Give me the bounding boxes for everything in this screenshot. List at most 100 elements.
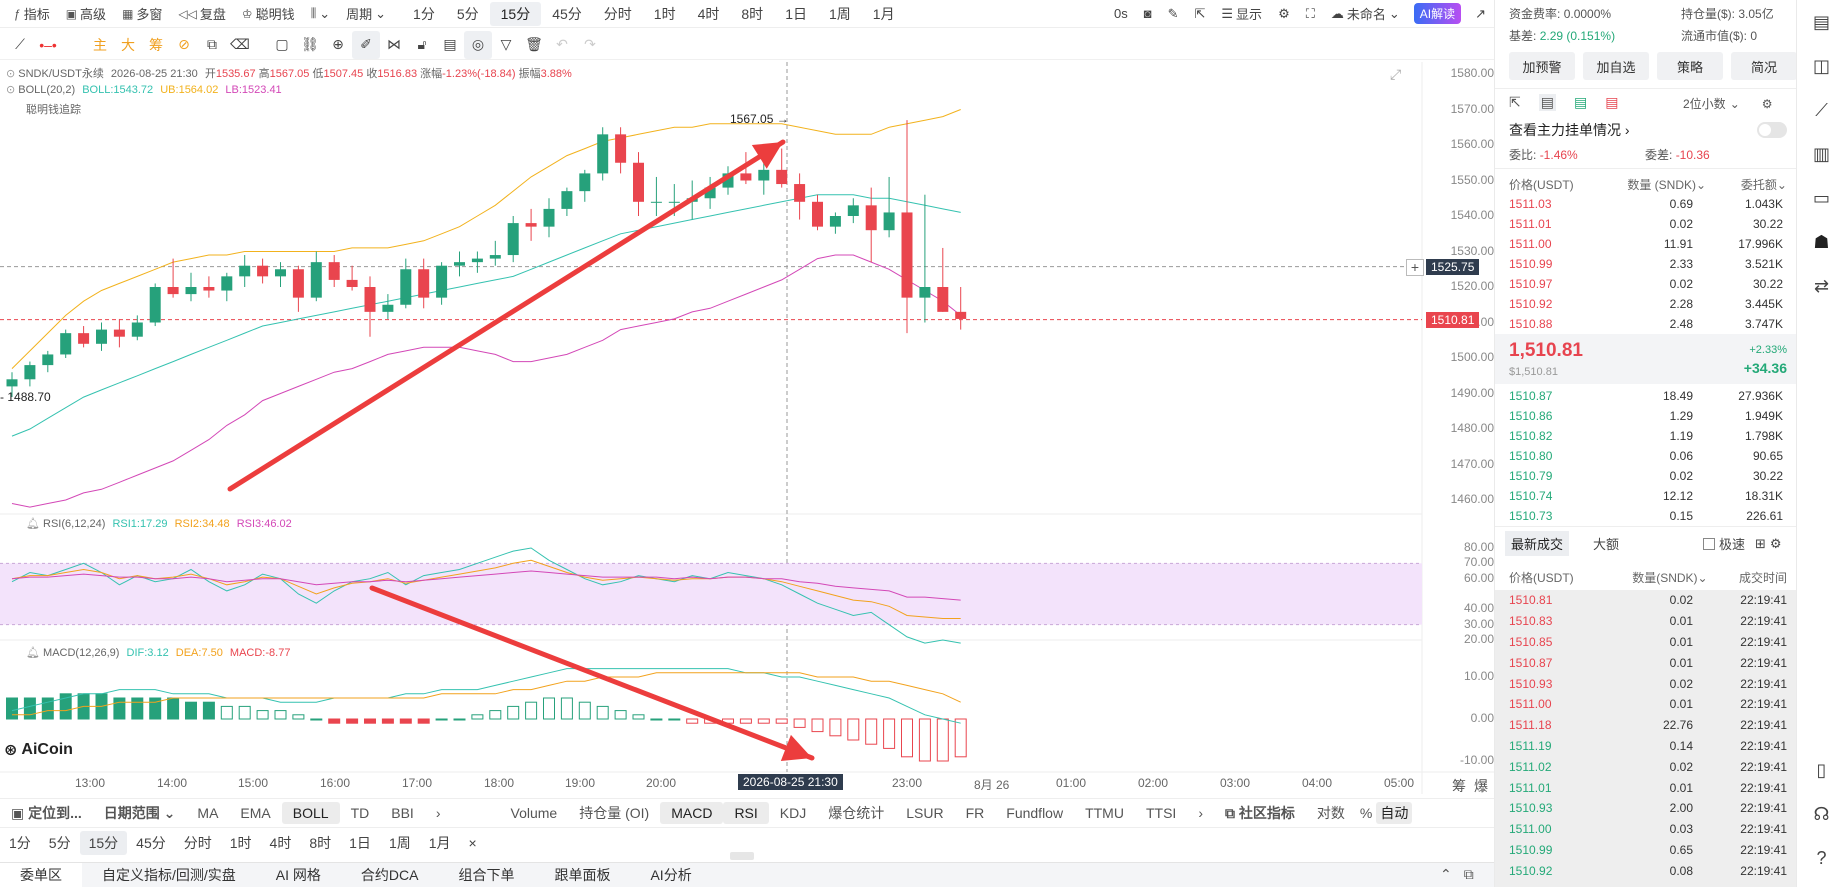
- main-indicator[interactable]: BBI: [391, 805, 414, 821]
- close-icon[interactable]: ×: [468, 835, 477, 851]
- panel-button[interactable]: 加预警: [1509, 52, 1575, 80]
- magnet-icon[interactable]: ⋈: [387, 36, 401, 52]
- eye-icon[interactable]: ◎: [464, 30, 492, 59]
- bell-icon[interactable]: ⊙: [6, 84, 16, 96]
- chart-type-menu[interactable]: ⫼ ⌄: [303, 0, 338, 28]
- redo-icon[interactable]: ↷: [584, 36, 596, 52]
- orderbook-row[interactable]: 1510.88 2.48 3.747K: [1509, 317, 1783, 331]
- document-icon[interactable]: ▤: [1812, 11, 1830, 32]
- interval-tab[interactable]: 1月: [872, 5, 895, 22]
- orderbook-row[interactable]: 1511.00 11.91 17.996K: [1509, 237, 1783, 251]
- trash-icon[interactable]: 🗑︎: [525, 36, 543, 52]
- chip-toggle[interactable]: 筹: [1452, 778, 1466, 794]
- filter-icon[interactable]: ▽: [500, 36, 512, 52]
- date-range-button[interactable]: 日期范围 ⌄: [103, 805, 176, 821]
- large-trades-tab[interactable]: 大额: [1593, 537, 1620, 552]
- interval-tab[interactable]: 8时: [309, 835, 332, 851]
- export-icon[interactable]: ⇱: [1509, 94, 1521, 110]
- share-icon[interactable]: ↗: [1475, 5, 1486, 21]
- copy-icon[interactable]: ⧉: [207, 36, 217, 52]
- expand-icon[interactable]: ⤢: [1390, 66, 1402, 82]
- etf-icon[interactable]: ▭: [1812, 187, 1830, 208]
- liquidation-toggle[interactable]: 爆: [1474, 778, 1488, 794]
- sub-indicator[interactable]: RSI: [723, 802, 769, 824]
- bottom-tab[interactable]: AI分析: [650, 866, 692, 883]
- undo-icon[interactable]: ↶: [556, 36, 568, 52]
- interval-tab[interactable]: 5分: [48, 835, 71, 851]
- orderbook-row[interactable]: 1510.92 2.28 3.445K: [1509, 297, 1783, 311]
- eraser-icon[interactable]: ⌫: [230, 36, 250, 52]
- interval-tab[interactable]: 45分: [552, 5, 582, 22]
- interval-tab[interactable]: 分时: [183, 835, 212, 851]
- link-icon[interactable]: ⛓: [301, 36, 319, 52]
- resize-handle[interactable]: [730, 852, 754, 860]
- interval-tab[interactable]: 1周: [388, 835, 411, 851]
- latest-trades-tab[interactable]: 最新成交: [1505, 531, 1570, 556]
- main-indicator[interactable]: EMA: [240, 805, 271, 821]
- book-both-icon[interactable]: ▤: [1538, 94, 1556, 111]
- more-chevron-icon[interactable]: ›: [1198, 805, 1203, 821]
- locate-button[interactable]: ▣ 定位到...: [11, 805, 82, 821]
- large-order-icon[interactable]: 大: [121, 36, 135, 53]
- image-icon[interactable]: ▤: [443, 36, 457, 52]
- orderbook-row[interactable]: 1510.79 0.02 30.22: [1509, 469, 1783, 483]
- fullscreen-icon[interactable]: ⛶: [1305, 5, 1315, 21]
- bottom-tab[interactable]: 委单区: [0, 862, 82, 887]
- period-menu[interactable]: 周期 ⌄: [346, 5, 387, 23]
- sub-indicator[interactable]: 持仓量 (OI): [579, 805, 650, 821]
- fast-mode[interactable]: 极速 ⊞ ⚙: [1703, 534, 1782, 553]
- interval-tab[interactable]: 1月: [428, 835, 451, 851]
- book-asks-icon[interactable]: ▤: [1605, 94, 1619, 110]
- bottom-tab[interactable]: 组合下单: [458, 866, 515, 883]
- orderbook-row[interactable]: 1510.73 0.15 226.61: [1509, 509, 1783, 523]
- pen-icon[interactable]: ✎: [1167, 5, 1179, 21]
- interval-tab[interactable]: 1时: [229, 835, 252, 851]
- interval-tab[interactable]: 45分: [136, 835, 166, 851]
- interval-tab[interactable]: 5分: [456, 5, 479, 22]
- kline-chart[interactable]: [0, 62, 1494, 794]
- interval-tab[interactable]: 1周: [828, 5, 851, 22]
- multi-window-menu[interactable]: ▦ 多窗: [122, 6, 163, 23]
- settings-icon[interactable]: ⚙: [1761, 96, 1773, 111]
- percent-toggle[interactable]: %: [1359, 805, 1373, 821]
- smart-money-menu[interactable]: ♔ 聪明钱: [241, 6, 295, 23]
- more-chevron-icon[interactable]: ›: [435, 805, 441, 821]
- interval-tab[interactable]: 15分: [489, 1, 542, 26]
- chevron-down-icon[interactable]: ⌄: [1776, 177, 1787, 192]
- popout-icon[interactable]: ⧉: [1463, 866, 1474, 882]
- panel-button[interactable]: 简况: [1731, 52, 1797, 80]
- interval-tab[interactable]: 1分: [9, 835, 31, 851]
- decimals-select[interactable]: 2位小数 ⌄ ⚙: [1683, 96, 1773, 112]
- interval-tab[interactable]: 1时: [653, 5, 676, 22]
- crosshair-add-button[interactable]: +: [1406, 259, 1424, 276]
- camera-icon[interactable]: ◙: [1143, 6, 1152, 21]
- drawn-arrow-up[interactable]: [227, 139, 786, 492]
- main-orders-link[interactable]: 查看主力挂单情况 ›: [1509, 122, 1630, 138]
- drawn-arrow-down[interactable]: [369, 585, 815, 761]
- sub-indicator[interactable]: KDJ: [779, 805, 807, 821]
- sub-indicator[interactable]: Volume: [510, 805, 558, 821]
- main-indicator[interactable]: TD: [350, 805, 370, 821]
- main-force-icon[interactable]: 主: [93, 36, 107, 53]
- help-icon[interactable]: ?: [1816, 847, 1827, 868]
- indicator-menu[interactable]: ƒ 指标: [14, 6, 50, 23]
- zoom-icon[interactable]: ⊕: [332, 36, 344, 52]
- bell-icon[interactable]: 🔔︎: [26, 518, 40, 530]
- ai-read-button[interactable]: AI解读: [1413, 3, 1462, 24]
- layout-icon[interactable]: ⊞: [1755, 535, 1766, 551]
- layout-icon[interactable]: ◫: [1812, 55, 1830, 76]
- panel-icon[interactable]: ▯: [1816, 759, 1827, 780]
- settings-icon[interactable]: ⚙: [1769, 535, 1782, 551]
- interval-tab[interactable]: 4时: [269, 835, 292, 851]
- line-tool-icon[interactable]: ⟋: [15, 36, 25, 52]
- interval-tab[interactable]: 1分: [413, 5, 435, 22]
- sub-indicator[interactable]: FR: [965, 805, 985, 821]
- sub-indicator[interactable]: Fundflow: [1006, 805, 1064, 821]
- sub-indicator[interactable]: TTMU: [1085, 805, 1124, 821]
- export-icon[interactable]: ⇱: [1194, 5, 1206, 21]
- orderbook-row[interactable]: 1510.80 0.06 90.65: [1509, 449, 1783, 463]
- sub-indicator[interactable]: LSUR: [906, 805, 944, 821]
- bottom-tab[interactable]: 合约DCA: [360, 866, 419, 883]
- brush-icon[interactable]: ✐: [352, 30, 380, 59]
- bell-icon[interactable]: 🔔︎: [26, 647, 40, 659]
